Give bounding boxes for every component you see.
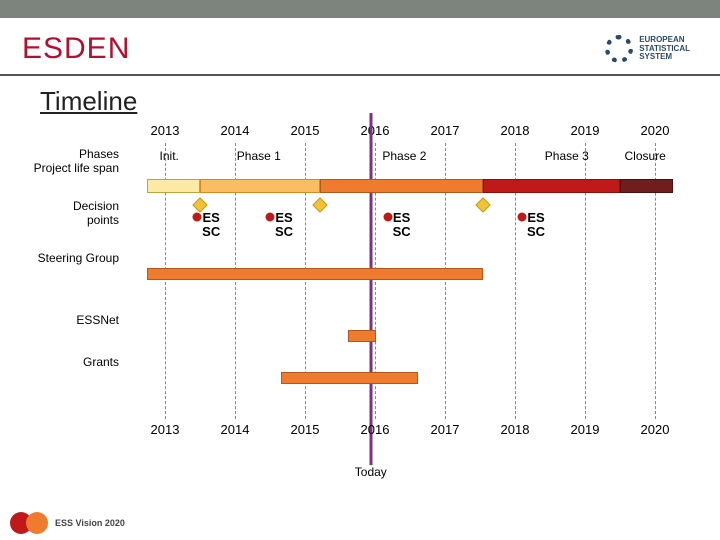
ess-logo-icon [605,35,633,63]
phase-label: Phase 2 [382,149,426,163]
label-grants: Grants [0,355,119,369]
milestone-diamond-icon [475,197,491,213]
top-bar [0,0,720,18]
ess-logo-text: EUROPEAN STATISTICAL SYSTEM [639,36,690,62]
project-segment [320,179,482,193]
label-decision: Decision points [0,199,119,227]
footer-text: ESS Vision 2020 [55,518,125,528]
project-segment [620,179,673,193]
project-segment [483,179,620,193]
phase-label: Phase 1 [237,149,281,163]
decision-dot-icon [193,213,202,222]
project-segment [200,179,320,193]
decision-dot-icon [383,213,392,222]
header: ESDEN EUROPEAN STATISTICAL SYSTEM [0,18,720,76]
year-label: 2018 [480,422,550,437]
year-label: 2014 [200,123,270,138]
today-label: Today [355,465,387,479]
year-label: 2019 [550,123,620,138]
year-label: 2020 [620,422,690,437]
phase-label: Init. [160,149,179,163]
year-label: 2013 [130,123,200,138]
project-segment [147,179,200,193]
decision-dot-label: ES SC [393,211,411,238]
label-steering: Steering Group [0,251,119,265]
decision-dot-icon [518,213,527,222]
today-line [369,113,372,465]
year-label: 2016 [340,422,410,437]
label-essnet: ESSNet [0,313,119,327]
phase-label: Closure [625,149,666,163]
year-label: 2014 [200,422,270,437]
timeline-chart: 20132014201520162017201820192020 Phases … [130,123,690,453]
milestone-diamond-icon [313,197,329,213]
footer-logo: ESS Vision 2020 [10,512,125,534]
footer-circle-icon [26,512,48,534]
year-label: 2017 [410,422,480,437]
brand-title: ESDEN [22,32,130,66]
page-title: Timeline [0,76,720,123]
chart-grid: TodayInit.Phase 1Phase 2Phase 3ClosureES… [130,143,690,419]
row-labels: Phases Project life span Decision points… [0,123,125,453]
label-project: Project life span [0,161,119,175]
year-label: 2017 [410,123,480,138]
decision-dot-label: ES SC [275,211,293,238]
ess-logo: EUROPEAN STATISTICAL SYSTEM [605,35,690,63]
year-label: 2015 [270,123,340,138]
year-label: 2020 [620,123,690,138]
decision-dot-label: ES SC [202,211,220,238]
year-label: 2016 [340,123,410,138]
decision-dot-label: ES SC [527,211,545,238]
decision-dot-icon [266,213,275,222]
year-label: 2018 [480,123,550,138]
year-label: 2015 [270,422,340,437]
year-label: 2019 [550,422,620,437]
year-label: 2013 [130,422,200,437]
years-axis-top: 20132014201520162017201820192020 [130,123,690,138]
essnet-bar [348,330,376,342]
years-axis-bottom: 20132014201520162017201820192020 [130,422,690,437]
steering-bar [147,268,483,280]
phase-label: Phase 3 [545,149,589,163]
grants-bar [281,372,418,384]
label-phases: Phases [0,147,119,161]
